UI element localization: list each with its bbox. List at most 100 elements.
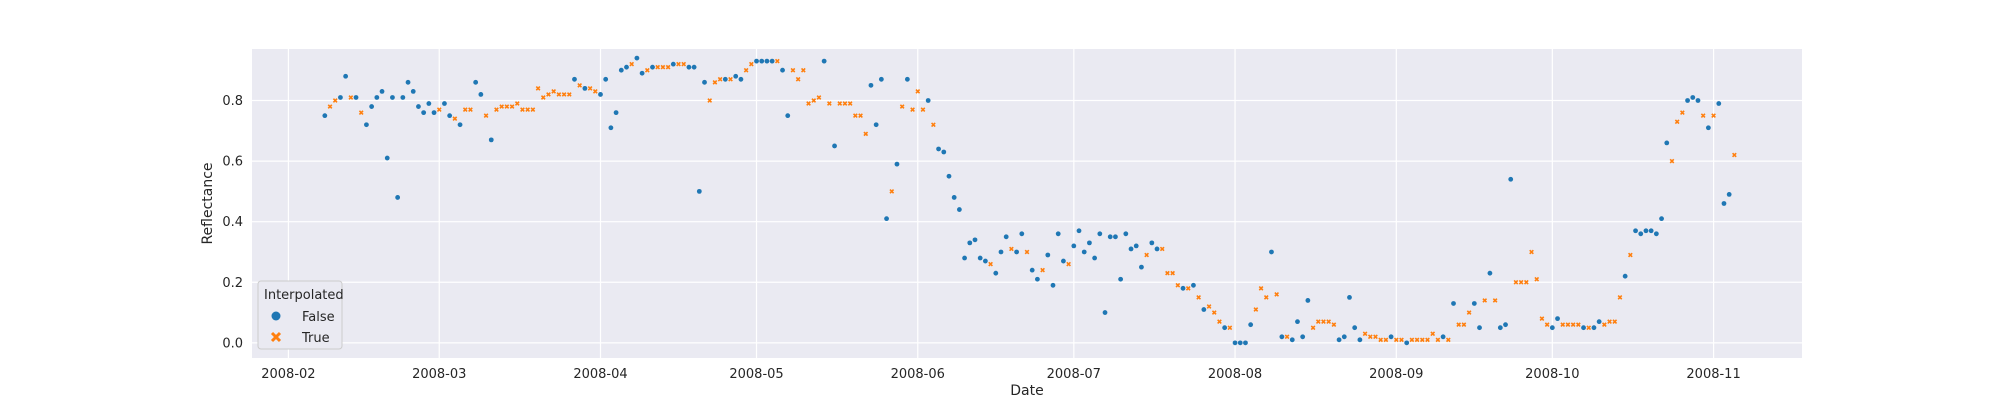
point-interpolated xyxy=(1711,113,1716,119)
point-not-interpolated xyxy=(1726,192,1732,197)
point-not-interpolated xyxy=(1180,285,1186,291)
point-not-interpolated xyxy=(733,73,739,79)
point-interpolated xyxy=(1518,279,1524,285)
y-axis-ticks: 0.0 0.2 0.4 0.6 0.8 xyxy=(222,94,243,351)
point-interpolated xyxy=(1680,110,1685,115)
point-not-interpolated xyxy=(1705,125,1711,131)
x-tick-label: 2008-05 xyxy=(729,367,783,382)
point-interpolated xyxy=(931,122,936,128)
point-interpolated xyxy=(847,101,853,106)
point-not-interpolated xyxy=(650,64,655,70)
point-interpolated xyxy=(1466,310,1472,315)
point-interpolated xyxy=(1674,119,1680,125)
point-not-interpolated xyxy=(1097,231,1103,237)
point-interpolated xyxy=(728,76,733,82)
point-not-interpolated xyxy=(1237,340,1243,346)
x-tick-label: 2008-03 xyxy=(412,367,466,382)
point-not-interpolated xyxy=(884,216,889,222)
point-not-interpolated xyxy=(1232,340,1238,346)
point-interpolated xyxy=(504,104,510,109)
point-not-interpolated xyxy=(447,113,453,119)
point-not-interpolated xyxy=(1279,334,1285,340)
point-not-interpolated xyxy=(1341,334,1347,340)
y-tick-label: 0.0 xyxy=(222,336,243,351)
point-interpolated xyxy=(327,104,333,109)
point-not-interpolated xyxy=(1055,231,1061,237)
x-tick-label: 2008-11 xyxy=(1686,367,1740,382)
point-not-interpolated xyxy=(785,113,791,119)
point-not-interpolated xyxy=(1222,325,1228,331)
point-not-interpolated xyxy=(982,258,988,264)
point-interpolated xyxy=(1258,285,1264,291)
point-interpolated xyxy=(509,104,515,109)
x-axis-ticks: 2008-02 2008-03 2008-04 2008-05 2008-06 2008-… xyxy=(261,367,1740,382)
point-not-interpolated xyxy=(405,79,411,85)
point-interpolated xyxy=(577,82,583,88)
point-interpolated xyxy=(790,67,796,73)
point-interpolated xyxy=(800,67,806,73)
point-interpolated xyxy=(681,61,687,67)
point-not-interpolated xyxy=(967,240,973,246)
point-interpolated xyxy=(1253,307,1259,312)
point-not-interpolated xyxy=(1653,231,1659,237)
point-not-interpolated xyxy=(1477,325,1482,331)
data-points xyxy=(322,55,1737,346)
point-interpolated xyxy=(863,131,869,137)
y-tick-label: 0.6 xyxy=(222,155,243,170)
point-not-interpolated xyxy=(1508,176,1514,182)
point-interpolated xyxy=(842,101,848,106)
point-not-interpolated xyxy=(1133,243,1139,249)
point-not-interpolated xyxy=(1716,101,1722,106)
point-interpolated xyxy=(1529,249,1534,255)
point-not-interpolated xyxy=(1549,325,1555,331)
point-interpolated xyxy=(1732,152,1737,158)
point-not-interpolated xyxy=(624,64,629,70)
point-interpolated xyxy=(1492,298,1498,303)
point-interpolated xyxy=(587,86,593,91)
point-not-interpolated xyxy=(442,101,447,106)
point-interpolated xyxy=(1331,322,1337,328)
point-not-interpolated xyxy=(1690,95,1696,100)
point-not-interpolated xyxy=(1357,337,1363,343)
point-interpolated xyxy=(795,76,801,82)
point-not-interpolated xyxy=(1591,325,1597,331)
point-not-interpolated xyxy=(1648,228,1654,234)
point-interpolated xyxy=(1227,325,1233,331)
point-not-interpolated xyxy=(977,255,983,261)
point-not-interpolated xyxy=(1664,140,1670,146)
point-interpolated xyxy=(1409,337,1415,343)
point-not-interpolated xyxy=(1497,325,1503,331)
point-not-interpolated xyxy=(1087,240,1092,246)
point-not-interpolated xyxy=(416,104,421,109)
point-not-interpolated xyxy=(1388,334,1394,340)
point-not-interpolated xyxy=(764,58,770,64)
point-interpolated xyxy=(1040,267,1045,273)
point-interpolated xyxy=(556,92,562,97)
point-interpolated xyxy=(1175,282,1181,288)
point-not-interpolated xyxy=(1191,282,1196,288)
grid-lines xyxy=(252,49,1802,358)
point-interpolated xyxy=(530,107,536,112)
point-interpolated xyxy=(468,107,473,112)
point-not-interpolated xyxy=(1295,319,1300,325)
point-interpolated xyxy=(837,101,843,106)
point-interpolated xyxy=(1170,270,1176,276)
y-axis-label: Reflectance xyxy=(200,162,216,244)
point-not-interpolated xyxy=(1076,228,1082,234)
point-not-interpolated xyxy=(338,95,343,100)
point-not-interpolated xyxy=(925,98,931,103)
point-not-interpolated xyxy=(613,110,619,116)
point-not-interpolated xyxy=(598,92,603,97)
point-interpolated xyxy=(1612,319,1618,325)
point-interpolated xyxy=(717,76,723,82)
point-not-interpolated xyxy=(1347,295,1352,300)
point-not-interpolated xyxy=(1487,270,1493,276)
point-not-interpolated xyxy=(384,155,390,161)
point-interpolated xyxy=(1560,322,1566,328)
point-not-interpolated xyxy=(894,161,900,167)
point-interpolated xyxy=(1456,322,1462,328)
point-not-interpolated xyxy=(686,64,692,70)
point-interpolated xyxy=(540,95,546,100)
point-not-interpolated xyxy=(1050,282,1056,288)
point-not-interpolated xyxy=(936,146,941,152)
